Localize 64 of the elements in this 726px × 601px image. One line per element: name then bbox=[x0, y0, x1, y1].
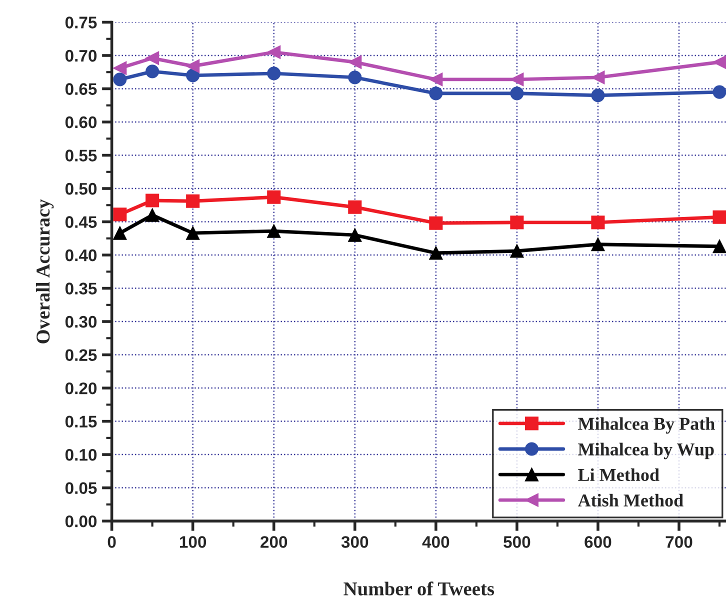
point bbox=[712, 210, 726, 224]
point bbox=[113, 61, 127, 75]
point bbox=[429, 216, 443, 230]
x-tick-label: 0 bbox=[108, 536, 116, 548]
y-tick-label: 0.40 bbox=[65, 249, 97, 262]
point bbox=[712, 240, 726, 254]
x-tick-label: 100 bbox=[180, 536, 206, 548]
point bbox=[712, 85, 726, 99]
point bbox=[113, 72, 127, 86]
y-tick-label: 0.55 bbox=[65, 150, 97, 162]
point bbox=[429, 86, 443, 100]
point bbox=[146, 64, 160, 78]
x-axis-title: Number of Tweets bbox=[344, 582, 494, 596]
y-tick-label: 0.70 bbox=[65, 50, 97, 62]
point bbox=[146, 208, 160, 222]
y-tick-label: 0.25 bbox=[65, 349, 97, 361]
point bbox=[510, 86, 524, 100]
point bbox=[348, 228, 362, 242]
point bbox=[186, 59, 200, 73]
point bbox=[348, 200, 362, 214]
y-tick-label: 0.15 bbox=[65, 416, 97, 428]
point bbox=[186, 226, 200, 240]
x-tick-label: 600 bbox=[584, 536, 612, 548]
x-tick-label: 300 bbox=[341, 536, 368, 548]
y-tick-label: 0.30 bbox=[65, 316, 97, 328]
y-tick-label: 0.35 bbox=[65, 282, 97, 295]
point bbox=[146, 51, 160, 65]
point bbox=[591, 238, 605, 252]
point bbox=[186, 68, 200, 82]
point bbox=[591, 216, 605, 230]
y-tick-label: 0.05 bbox=[65, 482, 97, 494]
point bbox=[267, 224, 281, 238]
y-tick-label: 0.20 bbox=[65, 382, 97, 394]
legend-label: Mihalcea by Wup bbox=[578, 442, 714, 460]
y-tick-label: 0.60 bbox=[65, 116, 97, 128]
y-tick-label: 0.10 bbox=[65, 448, 97, 461]
point bbox=[267, 45, 281, 59]
y-tick-label: 0.50 bbox=[65, 182, 97, 195]
point bbox=[429, 246, 443, 260]
point bbox=[113, 226, 127, 240]
point bbox=[348, 55, 362, 69]
y-tick-label: 0.45 bbox=[65, 216, 97, 228]
y-tick-label: 0.75 bbox=[65, 16, 97, 28]
point bbox=[712, 55, 726, 69]
point bbox=[267, 66, 281, 80]
x-tick-label: 200 bbox=[260, 536, 288, 548]
y-tick-label: 0.00 bbox=[65, 515, 97, 528]
x-tick-label: 400 bbox=[422, 536, 450, 548]
y-tick-label: 0.65 bbox=[65, 83, 97, 95]
point bbox=[429, 72, 443, 86]
y-axis-title: Overall Accuracy bbox=[36, 199, 54, 344]
point bbox=[510, 216, 524, 230]
point bbox=[113, 208, 127, 222]
legend-label: Li Method bbox=[578, 468, 660, 482]
point bbox=[348, 70, 362, 84]
point bbox=[186, 194, 200, 208]
x-tick-label: 700 bbox=[666, 536, 692, 548]
legend-label: Atish Method bbox=[578, 494, 684, 507]
point bbox=[510, 244, 524, 258]
point bbox=[591, 88, 605, 102]
point bbox=[267, 190, 281, 204]
x-tick-label: 500 bbox=[504, 536, 530, 548]
legend-label: Mihalcea By Path bbox=[578, 417, 715, 434]
point bbox=[146, 194, 160, 208]
